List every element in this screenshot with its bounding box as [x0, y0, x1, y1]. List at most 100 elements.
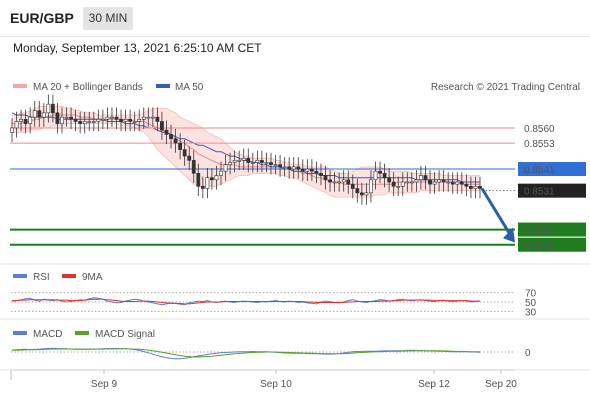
- x-tick-label: Sep 12: [418, 379, 450, 390]
- level-label: 0.8560: [524, 124, 555, 135]
- candle-body: [305, 168, 310, 172]
- legend-macd-label: MACD: [33, 329, 62, 340]
- candle-body: [246, 157, 251, 163]
- level-label: 0.8541: [524, 165, 555, 176]
- candle-body: [119, 118, 123, 122]
- macd-level-label: 0: [525, 348, 531, 359]
- candle-body: [205, 177, 210, 189]
- bollinger-lower-line: [12, 123, 480, 198]
- candle-body: [110, 116, 114, 119]
- candle-body: [328, 179, 332, 183]
- macd-line: [11, 347, 481, 360]
- ma50-line: [11, 112, 480, 183]
- timeframe-button[interactable]: 30 MIN: [83, 7, 133, 30]
- candle-body: [391, 181, 396, 187]
- candle-body: [382, 173, 387, 178]
- candle-body: [28, 116, 33, 124]
- level-label: 0.8513: [524, 226, 555, 237]
- candle-body: [237, 160, 242, 162]
- candle-body: [441, 179, 446, 183]
- candle-body: [78, 121, 83, 124]
- candle-body: [409, 181, 414, 184]
- candle-body: [60, 116, 64, 124]
- candle-body: [423, 175, 428, 181]
- candle-body: [378, 170, 382, 174]
- level-label: 0.8553: [524, 139, 555, 150]
- candle-body: [419, 175, 423, 181]
- level-tag: [518, 162, 586, 177]
- candle-body: [264, 162, 269, 164]
- candle-body: [455, 181, 460, 185]
- candle-body: [100, 118, 105, 121]
- legend-rsi-label: RSI: [33, 272, 50, 283]
- candle-body: [173, 138, 178, 144]
- candle-body: [350, 183, 355, 189]
- bollinger-band-fill: [12, 106, 480, 198]
- candle-body: [46, 103, 51, 114]
- projection-arrow-head: [503, 227, 515, 243]
- candle-body: [291, 166, 296, 170]
- instrument-pair: EUR/GBP: [10, 10, 74, 26]
- rsi-level-label: 30: [525, 307, 537, 318]
- candle-body: [469, 186, 473, 189]
- candle-body: [82, 121, 87, 124]
- candle-body: [155, 116, 160, 122]
- legend-ma50-label: MA 50: [175, 82, 204, 93]
- candle-body: [373, 170, 378, 181]
- candle-body: [437, 179, 442, 183]
- candle-body: [19, 118, 23, 122]
- rsi-level-label: 70: [525, 289, 537, 300]
- x-tick-label: Sep 10: [260, 379, 292, 390]
- candle-body: [210, 177, 214, 181]
- candle-body: [214, 175, 219, 181]
- candle-body: [396, 186, 401, 188]
- level-label: 0.8531: [524, 187, 555, 198]
- rsi-level-label: 50: [525, 298, 537, 309]
- candle-body: [332, 181, 337, 184]
- candle-body: [359, 192, 364, 196]
- candle-body: [37, 110, 42, 118]
- candle-body: [446, 181, 451, 184]
- candle-body: [14, 121, 19, 129]
- candle-body: [196, 173, 201, 187]
- header-bar: EUR/GBP 30 MIN: [0, 0, 590, 38]
- candle-body: [459, 181, 464, 185]
- candle-body: [450, 181, 455, 185]
- candle-body: [250, 162, 255, 164]
- candle-body: [223, 164, 228, 172]
- projection-arrow: [480, 187, 513, 237]
- candle-body: [341, 179, 346, 183]
- candle-body: [182, 149, 187, 157]
- candle-body: [323, 175, 328, 181]
- legend-rsi-ma-label: 9MA: [82, 272, 103, 283]
- candle-body: [10, 127, 14, 133]
- candle-body: [219, 170, 223, 176]
- candle-body: [69, 116, 73, 120]
- candle-body: [91, 121, 96, 123]
- chart-credit: Research © 2021 Trading Central: [431, 82, 580, 93]
- legend-rsi-swatch: [13, 274, 27, 278]
- candle-body: [178, 142, 183, 150]
- legend-macd-signal-swatch: [75, 331, 89, 335]
- candle-body: [319, 173, 323, 176]
- candle-body: [260, 160, 264, 163]
- level-tag: [518, 222, 586, 237]
- candle-body: [278, 164, 282, 168]
- candle-body: [369, 179, 373, 194]
- candle-body: [273, 164, 278, 167]
- candle-body: [296, 166, 301, 170]
- candle-body: [96, 118, 101, 122]
- candle-body: [114, 116, 119, 120]
- candle-body: [105, 116, 110, 120]
- level-label: 0.8506: [524, 241, 555, 252]
- candle-body: [478, 186, 482, 189]
- macd-signal-line: [11, 348, 481, 358]
- candle-body: [87, 121, 92, 123]
- candle-body: [160, 121, 164, 131]
- candle-body: [191, 160, 196, 174]
- candle-body: [432, 181, 437, 185]
- legend-macd-signal-label: MACD Signal: [95, 329, 155, 340]
- candle-body: [137, 118, 142, 122]
- candle-body: [314, 170, 319, 174]
